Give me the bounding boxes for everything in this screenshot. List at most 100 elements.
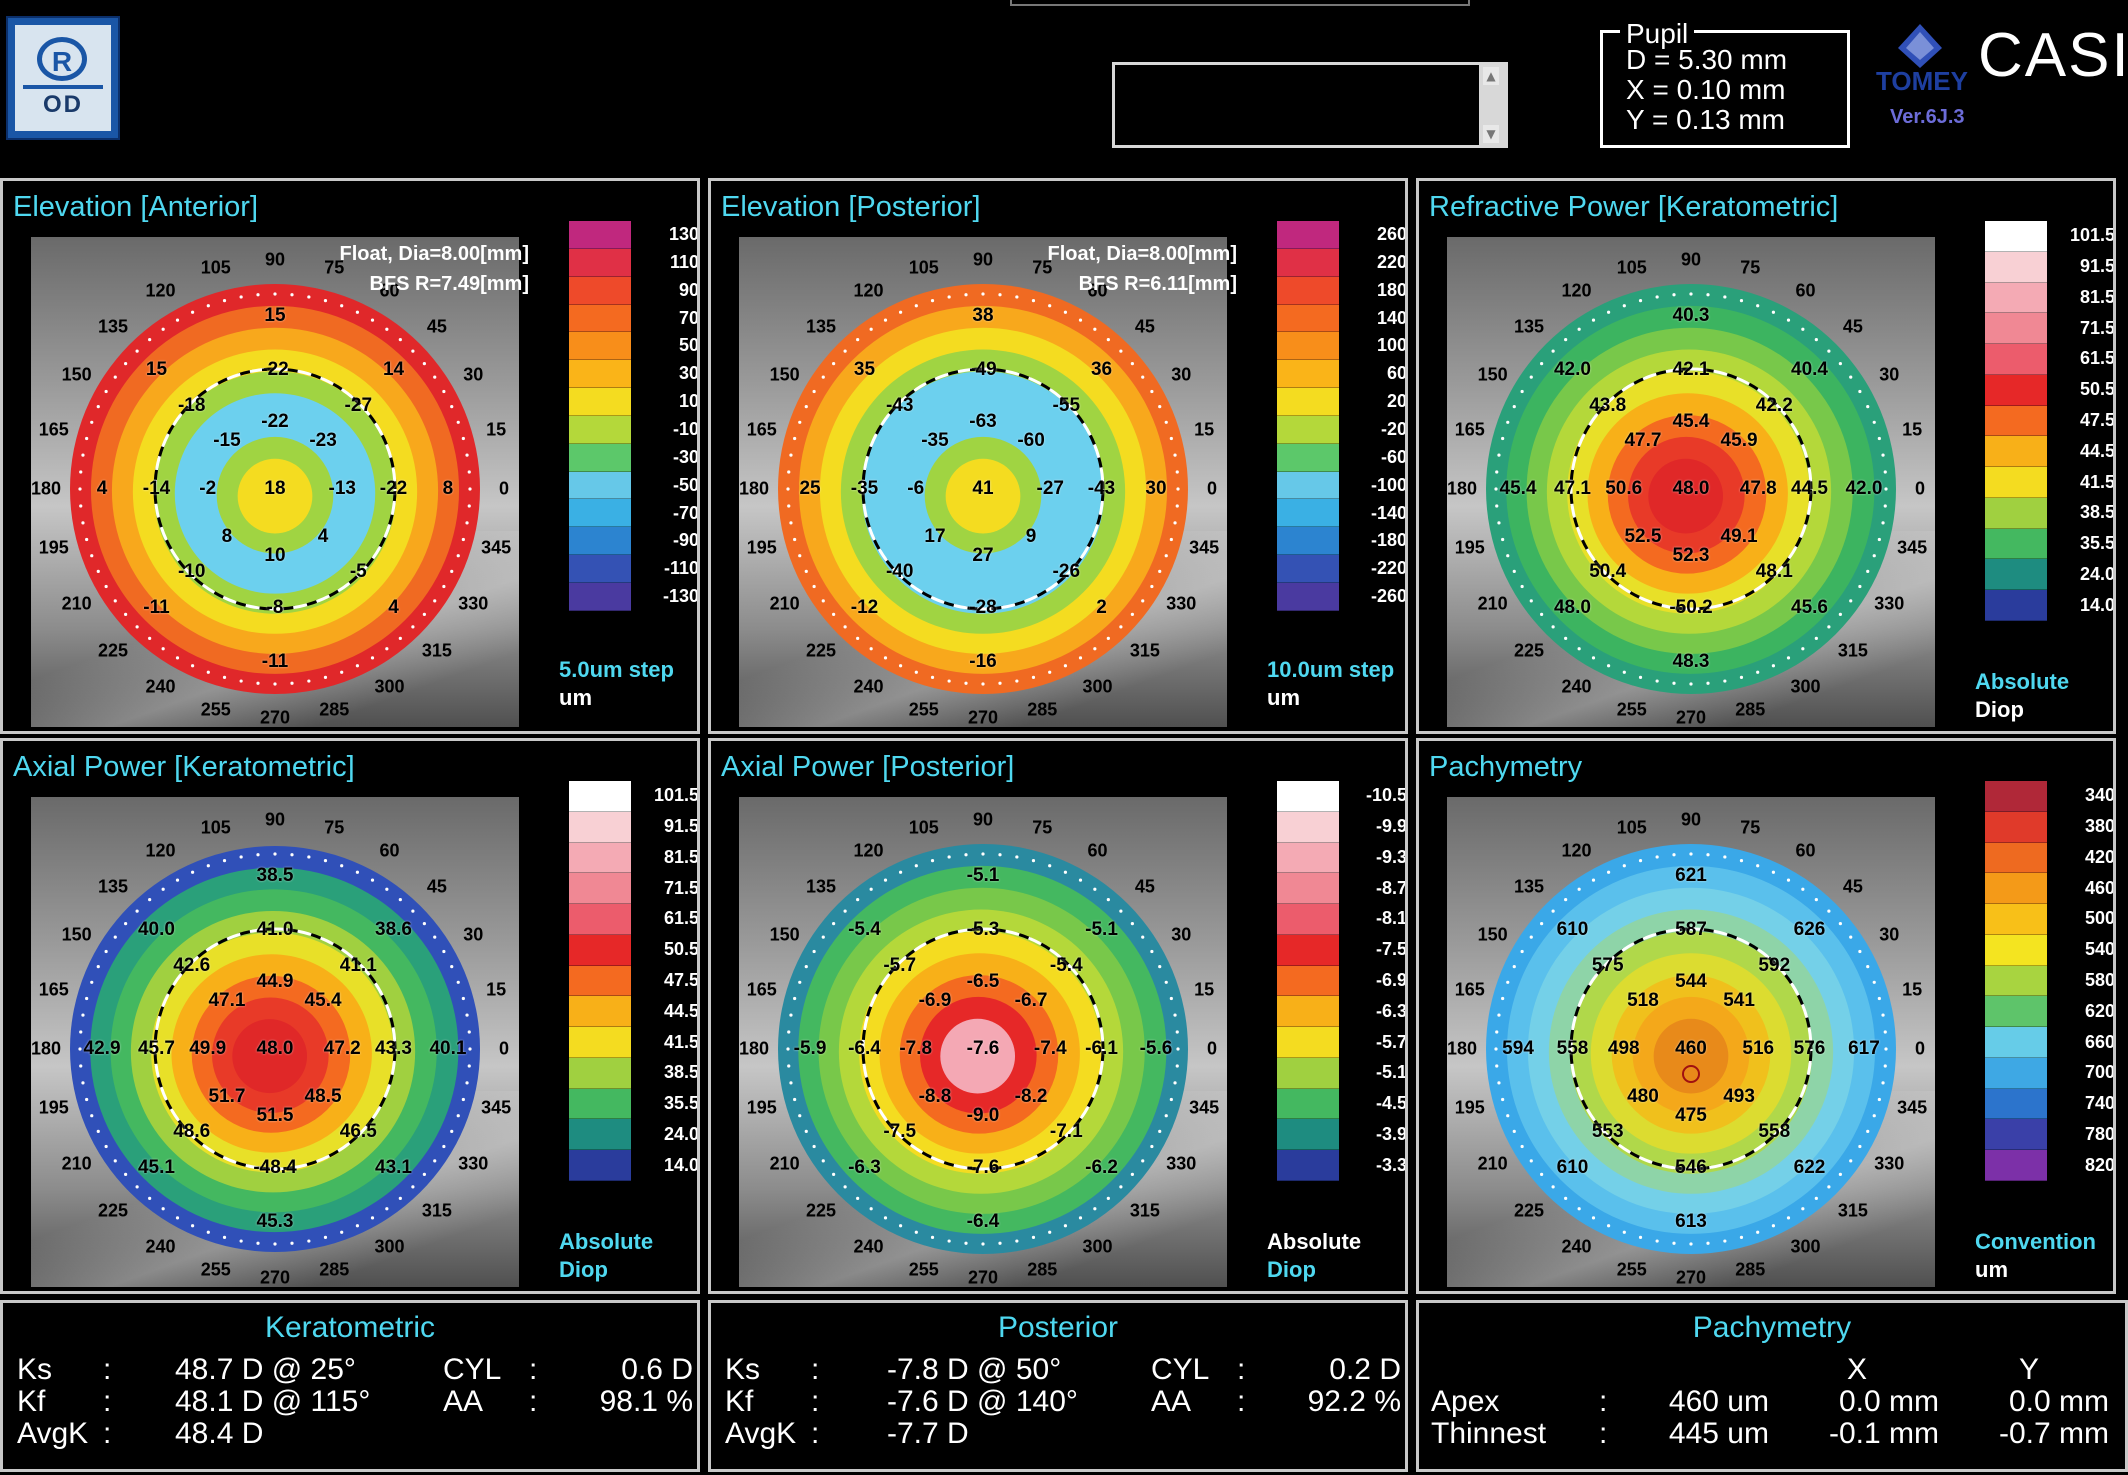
angle-label: 45 [426,316,447,337]
angle-label: 60 [1795,840,1816,861]
scale-unit-label: Diop [559,1257,608,1282]
color-scale-swatch [569,1027,631,1058]
color-scale-swatch [569,811,631,843]
rim-tick [1883,1064,1887,1068]
pupil-circle-highlight [153,927,397,1171]
map-value: 50.4 [1589,561,1627,583]
color-scale-label: -8.7 [1375,877,1407,898]
rim-tick [1164,980,1168,984]
rim-tick [1672,853,1676,857]
comment-textarea[interactable]: ▲ ▼ [1112,62,1508,148]
angle-label: 345 [481,537,512,558]
corneal-map [70,846,480,1252]
rim-tick [1150,389,1154,394]
eye-side-badge[interactable]: R OD [6,16,120,140]
panel-elevation-anterior[interactable]: Elevation [Anterior] 90 105 120 135 150 165 180… [0,178,700,734]
angle-label: 45 [426,876,447,897]
map-value: -55 [1052,394,1081,416]
rim-tick [90,980,94,984]
ks-value: 48.7 D @ 25° [175,1353,356,1386]
angle-label: 270 [1675,707,1707,728]
angle-label: 105 [908,257,939,278]
color-scale-label: 35.5 [663,1093,699,1114]
map-value: -16 [969,650,997,672]
scroll-down-icon[interactable]: ▼ [1483,125,1499,143]
rim-tick [869,1207,873,1211]
rim-tick [1756,1230,1760,1234]
map-value: 493 [1723,1086,1755,1108]
rim-tick [422,1172,426,1176]
rim-tick [832,1172,836,1176]
rim-tick [787,504,791,508]
rim-tick [135,349,139,353]
rim-tick [1015,855,1019,859]
cyl-label: CYL [1151,1353,1210,1386]
map-value: 475 [1675,1105,1707,1127]
map-value: -27 [1036,478,1064,499]
map-value: -18 [177,394,206,416]
map-value: 14 [382,359,405,381]
rim-tick [81,1081,85,1085]
rim-tick [1786,878,1791,882]
rim-tick [411,909,415,913]
scale-mode-label: Absolute [1267,1229,1362,1254]
scale-mode-label: Absolute [559,1229,654,1254]
rim-tick [1520,1144,1524,1149]
rim-tick [190,664,195,668]
panel-axial-posterior[interactable]: Axial Power [Posterior] 90 105 120 135 150 165… [708,738,1408,1294]
angle-label: 165 [38,979,69,1000]
angle-label: 75 [324,257,345,278]
rim-tick [821,1159,825,1163]
color-scale-label: 71.5 [663,877,699,898]
rim-tick [148,1196,152,1200]
map-value: 49.1 [1720,526,1758,548]
rim-tick [1756,864,1760,868]
map-contour [237,458,313,534]
angle-label: 210 [769,1153,800,1173]
rim-tick [1497,521,1501,525]
panel-elevation-posterior[interactable]: Elevation [Posterior] 90 105 120 135 150 165 18… [708,178,1408,734]
apex-y: 0.0 mm [2008,1385,2109,1418]
map-value: -6.2 [1085,1156,1118,1178]
rim-tick [1849,375,1853,379]
rim-tick [883,318,888,322]
rim-tick [323,859,328,863]
map-value: -5.3 [966,919,1000,941]
color-scale-label: 820 [2084,1154,2115,1175]
scroll-up-icon[interactable]: ▲ [1483,67,1499,85]
map-value: -7.1 [1049,1121,1083,1143]
rim-tick [789,453,793,457]
rim-tick [1106,338,1110,342]
angle-label: 240 [145,676,176,697]
color-scale-label: -4.5 [1375,1093,1407,1114]
rim-tick [1838,1172,1842,1176]
rim-tick [1494,487,1498,491]
top-tab-outline [1010,0,1470,6]
panel-axial-keratometric[interactable]: Axial Power [Keratometric] 90 105 120 135 150… [0,738,700,1294]
angle-label: 300 [1082,1236,1113,1257]
rim-tick [804,1129,808,1134]
rim-tick [1164,1114,1168,1118]
rim-tick [273,682,277,686]
rim-tick [1638,1235,1643,1239]
ks-label: Ks [725,1353,761,1386]
rim-tick [323,299,328,303]
panel-pachymetry[interactable]: Pachymetry 90 105 120 135 150 165 180 195 210 225 2… [1416,738,2116,1294]
map-contour [945,458,1021,534]
rim-tick [1884,487,1888,491]
angle-label: 285 [1735,1259,1766,1280]
angle-label: 195 [1454,537,1485,558]
angle-label: 90 [264,249,286,270]
map-value: 575 [1591,954,1624,976]
rim-tick [1827,625,1831,629]
panel-refractive-power[interactable]: Refractive Power [Keratometric] 90 105 120 1… [1416,178,2116,734]
rim-tick [1723,679,1727,683]
color-scale-swatch [569,873,631,905]
comment-scrollbar[interactable]: ▲ ▼ [1479,65,1505,145]
rim-tick [1540,612,1544,616]
angle-label: 120 [853,280,884,301]
color-scale-swatch [1985,934,2047,966]
color-scale-swatch [1277,221,1339,249]
rim-tick [206,864,210,868]
color-scale-label: 101.5 [653,785,699,806]
